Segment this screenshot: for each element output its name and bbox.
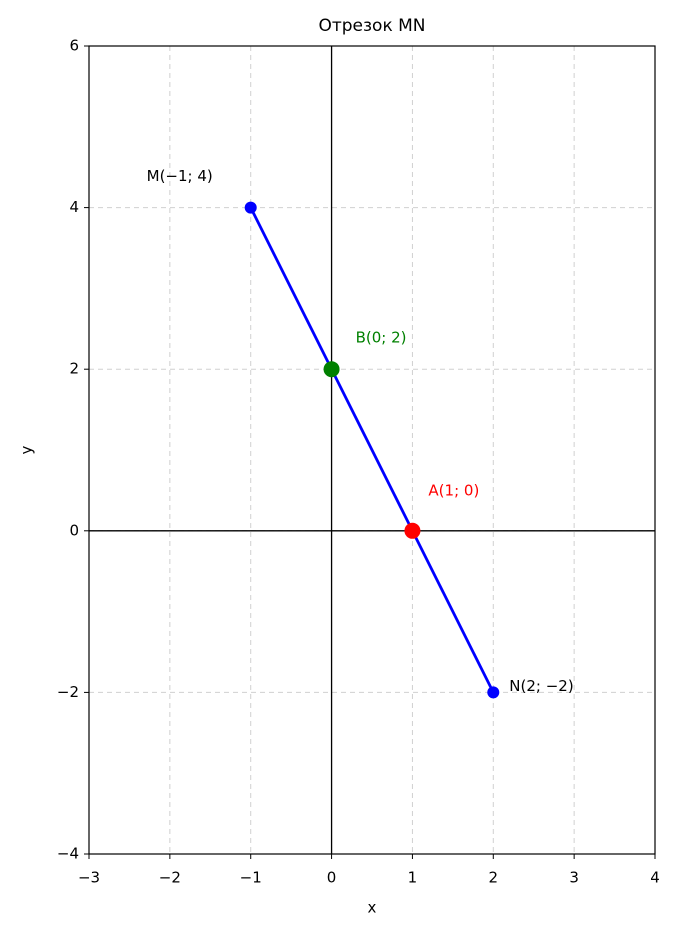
point-label: B(0; 2) [356,329,407,347]
marked-point [404,522,421,539]
endpoint [244,201,257,214]
point-label: N(2; −2) [509,677,573,695]
x-tick-label: 2 [489,869,499,887]
plot-frame [88,45,656,855]
x-tick-label: −3 [78,869,100,887]
point-label: M(−1; 4) [147,167,213,185]
segment-line [249,206,495,694]
point-label: A(1; 0) [428,481,479,499]
y-tick-label: 4 [69,198,79,216]
x-tick-label: 1 [408,869,418,887]
x-tick-label: −2 [159,869,181,887]
y-tick-label: −4 [57,845,79,863]
y-tick-label: 2 [69,360,79,378]
endpoint [487,686,500,699]
x-tick-label: 0 [327,869,337,887]
x-tick-label: 4 [650,869,660,887]
y-tick-label: 6 [69,37,79,55]
x-tick-label: −1 [240,869,262,887]
x-tick-label: 3 [569,869,579,887]
y-axis-label: y [18,445,36,454]
marked-point [323,361,340,378]
y-tick-label: −2 [57,683,79,701]
x-axis-label: x [368,899,377,917]
y-tick-label: 0 [69,521,79,539]
chart-title: Отрезок MN [318,16,425,36]
